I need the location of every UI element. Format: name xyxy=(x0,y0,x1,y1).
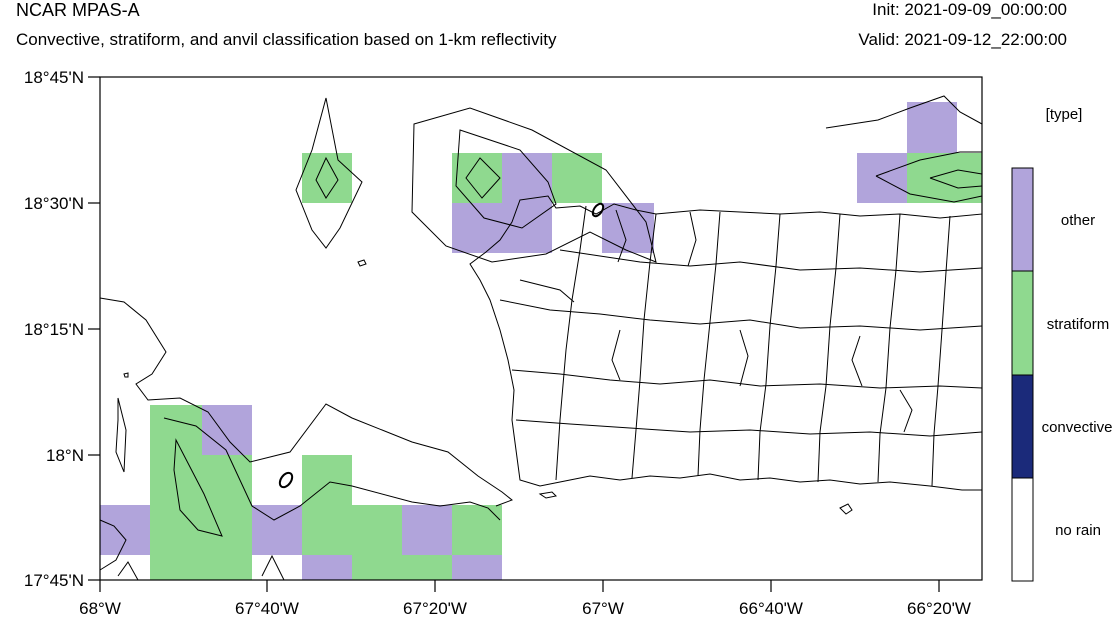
lat-tick-label: 18°15'N xyxy=(24,320,84,339)
contour-line xyxy=(99,297,513,507)
lon-tick-label: 66°40'W xyxy=(739,599,803,618)
municipality-boundary xyxy=(817,213,841,483)
municipality-boundary xyxy=(931,215,951,487)
contour-line xyxy=(295,97,363,249)
lon-tick-label: 67°W xyxy=(582,599,624,618)
lon-tick-label: 68°W xyxy=(79,599,121,618)
cell-stratiform xyxy=(402,555,452,580)
contour-line xyxy=(115,397,127,473)
contour-line xyxy=(173,438,223,537)
municipality-boundary xyxy=(519,209,913,433)
cell-other xyxy=(302,555,352,580)
municipality-boundary xyxy=(511,369,983,389)
contour-line xyxy=(465,157,501,199)
municipality-boundary xyxy=(631,213,657,479)
cell-other xyxy=(907,102,957,153)
contour-line xyxy=(278,471,294,489)
legend-swatch-stratiform xyxy=(1011,270,1034,376)
cell-stratiform xyxy=(302,153,352,203)
cell-stratiform xyxy=(202,455,252,580)
lat-tick-label: 18°45'N xyxy=(24,68,84,87)
lon-tick-label: 67°20'W xyxy=(403,599,467,618)
cell-stratiform xyxy=(907,153,982,203)
municipality-boundary xyxy=(499,299,983,331)
legend-swatch-no-rain xyxy=(1011,477,1034,582)
cell-stratiform xyxy=(150,405,202,580)
contour-line xyxy=(929,169,983,189)
contour-line xyxy=(825,95,983,129)
legend-label-stratiform: stratiform xyxy=(1047,316,1110,333)
contour-line xyxy=(261,554,285,581)
cell-other xyxy=(452,555,502,580)
cell-stratiform xyxy=(552,153,602,203)
contour-line xyxy=(455,129,557,229)
contour-line xyxy=(99,519,127,571)
contour-line xyxy=(411,107,657,263)
offshore-islet xyxy=(357,259,367,267)
legend-label-other: other xyxy=(1061,212,1095,229)
valid-time: Valid: 2021-09-12_22:00:00 xyxy=(858,30,1067,49)
lon-axis xyxy=(99,580,940,592)
contour-line xyxy=(117,561,139,581)
municipality-boundary xyxy=(559,249,983,273)
lat-tick-label: 17°45'N xyxy=(24,571,84,590)
init-time: Init: 2021-09-09_00:00:00 xyxy=(872,0,1067,19)
coastline xyxy=(469,195,983,491)
cell-other xyxy=(202,405,252,455)
lat-axis xyxy=(88,76,100,581)
reflectivity-contours xyxy=(99,95,983,581)
cell-other xyxy=(402,505,452,555)
cell-stratiform xyxy=(302,455,352,555)
contour-line xyxy=(163,417,501,521)
cell-other xyxy=(452,203,552,253)
municipality-boundary xyxy=(757,213,781,481)
municipality-boundary xyxy=(697,211,721,477)
offshore-islet xyxy=(538,491,558,499)
cell-other xyxy=(100,505,150,555)
cell-other xyxy=(502,153,552,203)
contour-line xyxy=(591,202,605,218)
legend-title: [type] xyxy=(1046,106,1083,123)
legend-swatch-convective xyxy=(1011,374,1034,479)
contour-line xyxy=(875,151,983,203)
municipality-boundary xyxy=(555,205,587,481)
lat-tick-label: 18°N xyxy=(46,446,84,465)
lon-tick-label: 66°20'W xyxy=(907,599,971,618)
municipality-boundary xyxy=(515,419,983,437)
cell-stratiform xyxy=(352,505,402,580)
legend-swatch-other xyxy=(1011,167,1034,272)
legend-label-convective: convective xyxy=(1042,419,1113,436)
puerto-rico-map xyxy=(123,195,983,515)
cell-other xyxy=(252,505,302,555)
classification-cells xyxy=(100,102,982,580)
lat-tick-label: 18°30'N xyxy=(24,194,84,213)
offshore-islet xyxy=(123,372,129,378)
cell-stratiform xyxy=(452,505,502,555)
lon-tick-label: 67°40'W xyxy=(235,599,299,618)
cell-other xyxy=(857,153,907,203)
municipality-boundary xyxy=(877,213,901,483)
offshore-islet xyxy=(839,503,853,515)
cell-other xyxy=(602,203,654,253)
map-subtitle: Convective, stratiform, and anvil classi… xyxy=(16,30,557,49)
map-title: NCAR MPAS-A xyxy=(16,0,140,20)
legend-label-no-rain: no rain xyxy=(1055,522,1101,539)
cell-stratiform xyxy=(452,153,502,203)
contour-line xyxy=(315,156,339,199)
